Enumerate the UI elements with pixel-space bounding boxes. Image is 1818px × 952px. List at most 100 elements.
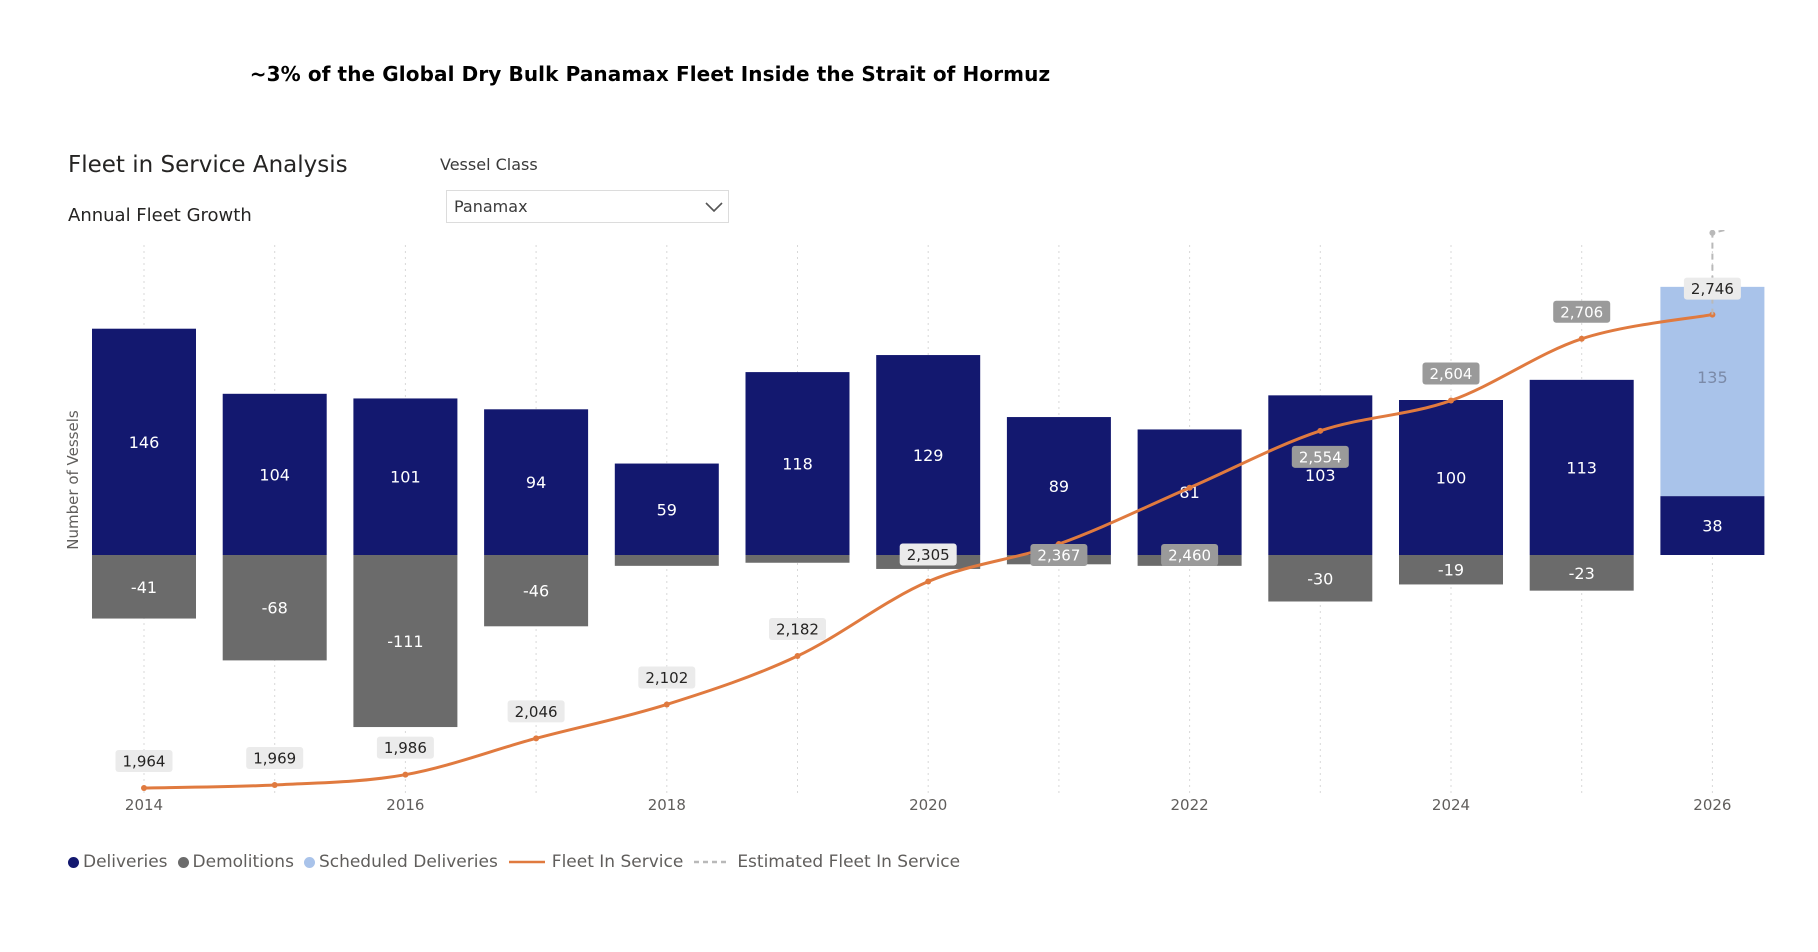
- fleet-in-service-label: 1,986: [384, 739, 427, 757]
- fleet-in-service-label-box: [769, 618, 826, 641]
- delivery-label: 129: [913, 446, 944, 465]
- demolition-bar: [745, 555, 850, 563]
- delivery-label: 100: [1436, 469, 1467, 488]
- fleet-in-service-label: 2,460: [1168, 547, 1211, 565]
- delivery-bar: [353, 398, 458, 555]
- fleet-in-service-label-box: [1422, 362, 1480, 385]
- delivery-bar: [1137, 429, 1242, 555]
- fleet-in-service-label: 2,706: [1560, 303, 1603, 321]
- delivery-bar: [92, 328, 196, 555]
- delivery-bar: [484, 409, 589, 555]
- fleet-in-service-label-box: [246, 746, 304, 769]
- vessel-class-label: Vessel Class: [440, 155, 538, 174]
- fleet-in-service-point: [271, 781, 278, 788]
- demolition-label: -111: [387, 632, 423, 651]
- demolition-bar: [1399, 555, 1503, 585]
- x-tick-label: 2026: [1693, 796, 1731, 814]
- scheduled-delivery-bar: [1660, 286, 1765, 497]
- delivery-bar: [1399, 400, 1503, 555]
- legend-item-scheduled[interactable]: Scheduled Deliveries: [303, 852, 498, 872]
- fleet-in-service-point: [1578, 335, 1585, 342]
- delivery-bar: [1006, 417, 1111, 555]
- fleet-in-service-label: 2,367: [1037, 547, 1080, 565]
- legend-item-demolitions[interactable]: Demolitions: [177, 852, 294, 872]
- fleet-in-service-label-box: [376, 736, 434, 759]
- x-tick-label: 2024: [1432, 796, 1470, 814]
- legend-item-fleet[interactable]: Fleet In Service: [508, 852, 684, 872]
- fleet-in-service-label: 2,102: [645, 669, 688, 687]
- legend-item-deliveries[interactable]: Deliveries: [68, 852, 168, 872]
- delivery-bar: [222, 393, 327, 555]
- demolition-bar: [484, 555, 589, 627]
- fleet-in-service-point: [1709, 311, 1716, 318]
- panel-title: Fleet in Service Analysis: [68, 152, 348, 178]
- fleet-in-service-label-box: [638, 666, 696, 689]
- scheduled-delivery-label: 135: [1697, 368, 1728, 387]
- fleet-in-service-label-box: [507, 700, 565, 723]
- delivery-label: 118: [782, 455, 813, 474]
- demolition-bar: [353, 555, 458, 728]
- fleet-in-service-label-box: [899, 543, 957, 566]
- fleet-in-service-label: 2,182: [776, 621, 819, 639]
- fleet-in-service-label: 2,305: [907, 546, 950, 564]
- demolition-label: -68: [262, 599, 288, 618]
- legend-item-estimated[interactable]: Estimated Fleet In Service: [693, 852, 960, 872]
- delivery-label: 113: [1566, 458, 1597, 477]
- fleet-in-service-label: 1,969: [253, 749, 296, 767]
- fleet-in-service-point: [533, 735, 540, 742]
- legend-label: Scheduled Deliveries: [318, 852, 498, 872]
- fleet-in-service-label: 1,964: [123, 753, 166, 771]
- vessel-class-dropdown[interactable]: Panamax: [446, 190, 729, 223]
- estimated-fleet-point: [1709, 230, 1716, 236]
- fleet-in-service-label: 2,554: [1299, 448, 1342, 466]
- delivery-label: 94: [526, 473, 546, 492]
- x-tick-label: 2016: [386, 796, 424, 814]
- x-tick-label: 2020: [909, 796, 947, 814]
- fleet-growth-chart: Number of Vessels 146 -41 104 -68 101 -111 94 -4…: [64, 230, 1765, 814]
- fleet-in-service-point: [1317, 427, 1324, 434]
- delivery-bar: [876, 355, 981, 555]
- fleet-in-service-label: 2,604: [1430, 365, 1473, 383]
- fleet-in-service-label-box: [1553, 300, 1611, 323]
- demolition-label: -19: [1438, 561, 1464, 580]
- legend-dot-icon: [177, 856, 189, 868]
- fleet-in-service-label: 2,746: [1691, 280, 1734, 298]
- demolition-bar: [92, 555, 196, 619]
- legend-label: Fleet In Service: [551, 852, 684, 872]
- fleet-in-service-label-box: [1030, 544, 1088, 566]
- delivery-label: 59: [657, 500, 677, 519]
- legend-label: Deliveries: [83, 852, 168, 872]
- demolition-label: -23: [1569, 564, 1595, 583]
- x-tick-label: 2022: [1171, 796, 1209, 814]
- delivery-label: 101: [390, 468, 421, 487]
- demolition-bar: [614, 555, 719, 566]
- delivery-bar: [1529, 379, 1634, 555]
- delivery-label: 89: [1049, 477, 1069, 496]
- delivery-label: 103: [1305, 466, 1336, 485]
- y-axis-label: Number of Vessels: [64, 410, 82, 550]
- fleet-in-service-point: [794, 653, 801, 660]
- delivery-label: 38: [1702, 517, 1722, 536]
- panel-subtitle: Annual Fleet Growth: [68, 205, 252, 226]
- legend-dot-icon: [303, 856, 315, 868]
- fleet-in-service-label-box: [115, 750, 173, 772]
- chart-legend: Deliveries Demolitions Scheduled Deliverie…: [68, 852, 970, 872]
- fleet-in-service-label-box: [1683, 277, 1741, 300]
- delivery-label: 104: [259, 465, 290, 484]
- demolition-bar: [1529, 555, 1634, 591]
- demolition-label: -30: [1307, 569, 1333, 588]
- chevron-down-icon[interactable]: [700, 191, 728, 222]
- fleet-in-service-point: [925, 578, 932, 585]
- delivery-label: 81: [1179, 483, 1199, 502]
- legend-dashed-line-icon: [694, 860, 731, 864]
- x-tick-label: 2014: [125, 796, 163, 814]
- legend-dot-icon: [68, 856, 79, 868]
- delivery-label: 146: [129, 433, 160, 452]
- fleet-in-service-point: [402, 771, 409, 778]
- demolition-label: -41: [131, 578, 157, 597]
- delivery-bar: [1660, 496, 1765, 555]
- legend-label: Demolitions: [192, 852, 294, 872]
- fleet-in-service-point: [663, 701, 670, 708]
- vessel-class-value: Panamax: [454, 197, 528, 216]
- legend-line-icon: [508, 860, 545, 864]
